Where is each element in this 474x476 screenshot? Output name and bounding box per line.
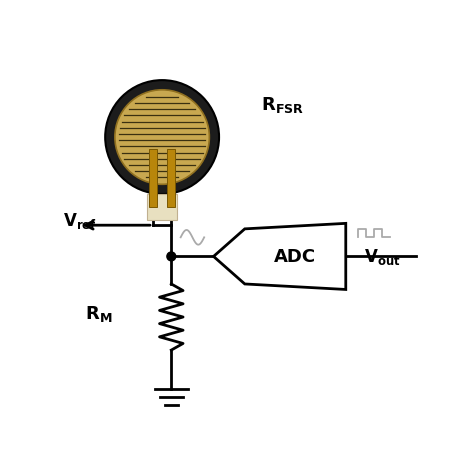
Bar	[167, 149, 175, 208]
Polygon shape	[214, 224, 346, 290]
Text: $\mathbf{V}_{\mathbf{ref}}$: $\mathbf{V}_{\mathbf{ref}}$	[63, 210, 97, 230]
Bar	[147, 195, 177, 220]
Text: $\mathbf{V}_{\mathbf{out}}$: $\mathbf{V}_{\mathbf{out}}$	[364, 247, 401, 267]
Text: $\mathbf{R}_{\mathbf{FSR}}$: $\mathbf{R}_{\mathbf{FSR}}$	[261, 95, 304, 115]
Text: ADC: ADC	[274, 248, 316, 266]
Bar	[149, 149, 157, 208]
Circle shape	[167, 252, 176, 261]
Text: $\mathbf{R}_{\mathbf{M}}$: $\mathbf{R}_{\mathbf{M}}$	[85, 304, 112, 324]
Circle shape	[105, 81, 219, 195]
Circle shape	[115, 90, 210, 185]
